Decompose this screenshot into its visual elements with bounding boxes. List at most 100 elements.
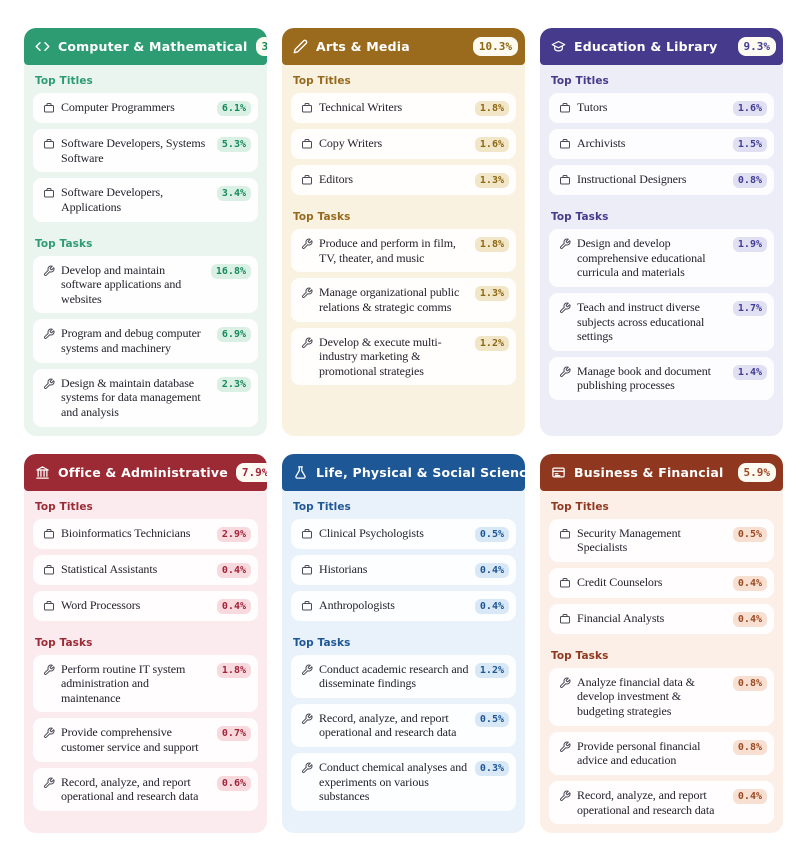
wrench-icon [559, 302, 571, 314]
wrench-icon [301, 337, 313, 349]
title-percent: 0.8% [732, 173, 767, 188]
ledger-icon [551, 465, 566, 480]
title-percent: 2.9% [216, 526, 251, 542]
share-badge: 9.3% [737, 37, 776, 56]
task-label: Analyze financial data & develop investm… [577, 674, 695, 718]
card-body: Top Titles Bioinformatics Technicians 2.… [24, 491, 267, 834]
category-card-arts-media: Arts & Media 10.3% Top Titles Technical … [282, 28, 525, 436]
title-row: Software Developers, Applications 3.4% [33, 178, 258, 222]
task-label: Perform routine IT system administration… [61, 661, 186, 705]
task-percent: 1.8% [216, 662, 251, 678]
task-percent: 16.8% [210, 263, 251, 279]
task-percent: 1.2% [474, 335, 509, 351]
title-label: Financial Analysts [577, 610, 665, 625]
title-row: Technical Writers 1.8% [291, 93, 516, 123]
task-percent: 0.5% [474, 711, 509, 727]
title-percent: 0.5% [732, 526, 767, 542]
briefcase-icon [43, 564, 55, 576]
card-header: Arts & Media 10.3% [282, 28, 525, 65]
title-row: Copy Writers 1.6% [291, 129, 516, 159]
title-percent: 1.3% [474, 173, 509, 188]
category-card-education-library: Education & Library 9.3% Top Titles Tuto… [540, 28, 783, 436]
code-icon [35, 39, 50, 54]
card-title: Life, Physical & Social Science [316, 464, 525, 480]
task-row: Develop & execute multi-industry marketi… [291, 327, 516, 386]
category-card-business-financial: Business & Financial 5.9% Top Titles Sec… [540, 453, 783, 834]
task-label: Program and debug computer systems and m… [61, 326, 201, 355]
wrench-icon [301, 287, 313, 299]
title-label: Security Management Specialists [577, 525, 681, 555]
title-row: Archivists 1.5% [549, 129, 774, 159]
card-header: Life, Physical & Social Science 6.4% [282, 453, 525, 491]
task-percent: 1.8% [474, 237, 509, 252]
task-row: Record, analyze, and report operational … [549, 780, 774, 825]
task-percent: 1.7% [732, 300, 767, 316]
briefcase-icon [559, 174, 571, 186]
title-row: Security Management Specialists 0.5% [549, 518, 774, 562]
task-row: Manage book and document publishing proc… [549, 356, 774, 400]
title-row: Computer Programmers 6.1% [33, 93, 258, 123]
card-body: Top Titles Security Management Specialis… [540, 491, 783, 834]
task-row: Record, analyze, and report operational … [291, 703, 516, 747]
title-label: Word Processors [61, 597, 141, 612]
task-label: Design and develop comprehensive educati… [577, 236, 706, 280]
task-row: Design & maintain database systems for d… [33, 368, 258, 427]
card-body: Top Titles Technical Writers 1.8% Copy W… [282, 65, 525, 436]
title-label: Technical Writers [319, 100, 403, 114]
wrench-icon [301, 238, 313, 250]
title-row: Instructional Designers 0.8% [549, 165, 774, 195]
briefcase-icon [301, 600, 313, 612]
task-row: Record, analyze, and report operational … [33, 767, 258, 811]
title-percent: 1.8% [474, 101, 509, 116]
title-label: Statistical Assistants [61, 561, 158, 576]
share-badge: 10.3% [472, 37, 518, 56]
share-badge: 5.9% [737, 462, 776, 482]
title-percent: 0.4% [732, 575, 767, 591]
title-percent: 1.6% [474, 137, 509, 152]
title-percent: 0.4% [474, 562, 509, 578]
card-header: Education & Library 9.3% [540, 28, 783, 65]
task-percent: 0.4% [732, 788, 767, 804]
title-label: Tutors [577, 100, 608, 114]
task-label: Record, analyze, and report operational … [319, 710, 457, 740]
briefcase-icon [559, 138, 571, 150]
title-label: Anthropologists [319, 597, 395, 612]
wrench-icon [43, 328, 55, 340]
briefcase-icon [559, 528, 571, 540]
wrench-icon [43, 664, 55, 676]
briefcase-icon [43, 187, 55, 199]
task-percent: 0.3% [474, 761, 509, 776]
briefcase-icon [301, 528, 313, 540]
card-title: Education & Library [574, 39, 718, 54]
task-label: Conduct academic research and disseminat… [319, 661, 469, 691]
task-row: Program and debug computer systems and m… [33, 319, 258, 363]
task-row: Produce and perform in film, TV, theater… [291, 229, 516, 273]
title-percent: 3.4% [216, 186, 251, 202]
card-header: Office & Administrative 7.9% [24, 453, 267, 491]
briefcase-icon [43, 528, 55, 540]
paintbrush-icon [293, 39, 308, 54]
title-percent: 5.3% [216, 137, 251, 152]
wrench-icon [301, 713, 313, 725]
top-titles-label: Top Titles [551, 500, 609, 513]
task-row: Conduct chemical analyses and experiment… [291, 753, 516, 811]
task-row: Conduct academic research and disseminat… [291, 654, 516, 698]
task-row: Analyze financial data & develop investm… [549, 667, 774, 726]
title-label: Clinical Psychologists [319, 525, 424, 540]
top-tasks-label: Top Tasks [35, 237, 93, 250]
title-row: Clinical Psychologists 0.5% [291, 518, 516, 549]
category-card-office-administrative: Office & Administrative 7.9% Top Titles … [24, 453, 267, 834]
title-percent: 0.5% [474, 526, 509, 542]
briefcase-icon [301, 174, 313, 186]
task-label: Record, analyze, and report operational … [61, 774, 199, 804]
title-row: Anthropologists 0.4% [291, 590, 516, 621]
title-percent: 0.4% [732, 611, 767, 627]
task-label: Design & maintain database systems for d… [61, 375, 201, 419]
title-row: Historians 0.4% [291, 554, 516, 585]
briefcase-icon [559, 577, 571, 589]
card-body: Top Titles Computer Programmers 6.1% Sof… [24, 65, 267, 436]
top-titles-label: Top Titles [551, 75, 609, 87]
briefcase-icon [559, 613, 571, 625]
briefcase-icon [43, 102, 55, 114]
